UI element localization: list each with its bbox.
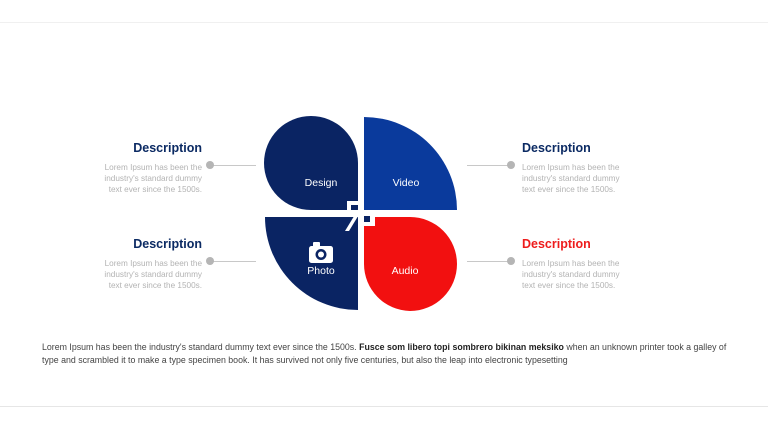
design-petal[interactable] [264,116,358,210]
connector-dot-bottom-left [206,257,214,265]
audio-label: Audio [392,265,419,277]
top-divider [0,22,768,23]
design-label: Design [305,177,338,189]
description-bottom-right: Description Lorem Ipsum has been the ind… [522,237,632,292]
audio-petal[interactable] [364,217,457,311]
photo-label: Photo [307,265,335,277]
description-top-left: Description Lorem Ipsum has been the ind… [92,141,202,196]
description-bottom-left: Description Lorem Ipsum has been the ind… [92,237,202,292]
video-label: Video [393,177,420,189]
connector-dot-top-left [206,161,214,169]
description-top-right: Description Lorem Ipsum has been the ind… [522,141,632,196]
connector-top-left [212,165,256,166]
footer-text-end: when an unknown printer took a galley of… [42,342,727,365]
description-title: Description [133,237,202,251]
description-title: Description [522,141,591,155]
footer-text-bold: Fusce som libero topi sombrero bikinan m… [359,342,564,352]
footer-paragraph: Lorem Ipsum has been the industry's stan… [42,341,732,366]
center-logo-icon [345,201,375,231]
description-text: Lorem Ipsum has been the industry's stan… [104,163,202,195]
description-text: Lorem Ipsum has been the industry's stan… [522,259,620,291]
description-title: Description [133,141,202,155]
footer-text-start: Lorem Ipsum has been the industry's stan… [42,342,360,352]
description-title: Description [522,237,591,251]
bottom-divider [0,406,768,407]
video-petal[interactable] [364,117,457,210]
description-text: Lorem Ipsum has been the industry's stan… [522,163,620,195]
connector-dot-bottom-right [507,257,515,265]
connector-top-right [467,165,511,166]
photo-petal[interactable] [265,217,358,310]
connector-bottom-left [212,261,256,262]
connector-dot-top-right [507,161,515,169]
description-text: Lorem Ipsum has been the industry's stan… [104,259,202,291]
camera-icon [309,242,333,263]
connector-bottom-right [467,261,511,262]
